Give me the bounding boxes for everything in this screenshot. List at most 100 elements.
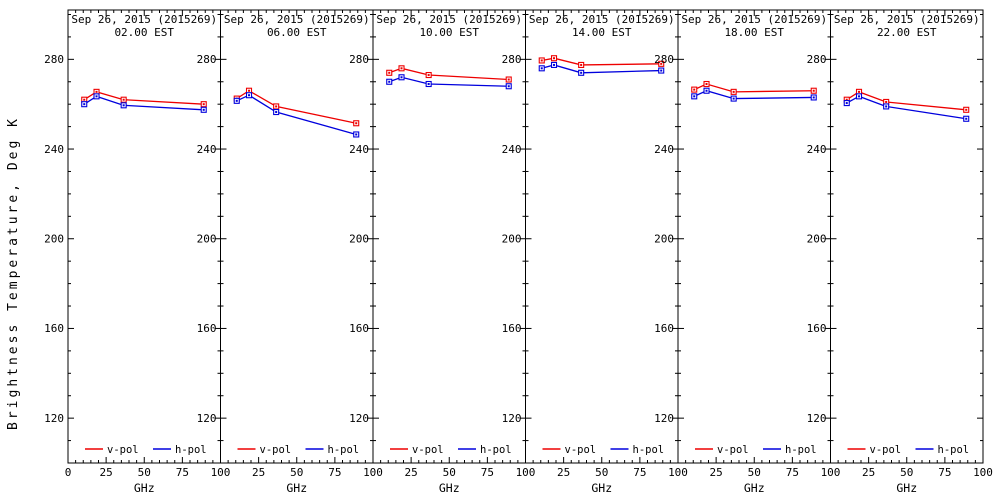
y-tick-label: 160 bbox=[807, 322, 827, 335]
v-pol-point-center-dot bbox=[427, 74, 430, 77]
x-tick-label: 100 bbox=[211, 466, 231, 479]
h-pol-point-center-dot bbox=[553, 63, 556, 66]
legend-hpol-label: h-pol bbox=[633, 444, 665, 456]
panel-title-time: 22.00 EST bbox=[877, 26, 937, 39]
h-pol-point-center-dot bbox=[388, 80, 391, 83]
v-pol-line bbox=[83, 91, 204, 105]
y-tick-label: 280 bbox=[197, 53, 217, 66]
v-pol-point-center-dot bbox=[812, 89, 815, 92]
h-pol-point-center-dot bbox=[732, 97, 735, 100]
v-pol-point-center-dot bbox=[693, 88, 696, 91]
panel-02-00-est: 120 160 200 240 280 0 25 50 75 100 GHz Sep 26, 2015… bbox=[44, 9, 231, 495]
x-axis-unit-label: GHz bbox=[591, 481, 612, 495]
panel-22-00-est: 120 160 200 240 280 25 50 75 100 GHz Sep 26, 2015 … bbox=[807, 9, 993, 495]
panel-title-date: Sep 26, 2015 (2015269) bbox=[529, 13, 675, 26]
y-tick-label: 200 bbox=[44, 233, 64, 246]
h-pol-point-center-dot bbox=[885, 105, 888, 108]
y-tick-label: 280 bbox=[654, 53, 674, 66]
v-pol-point-center-dot bbox=[355, 122, 358, 125]
x-axis-unit-label: GHz bbox=[286, 481, 307, 495]
panel-title-time: 18.00 EST bbox=[724, 26, 784, 39]
y-tick-label: 120 bbox=[197, 412, 217, 425]
v-pol-point-center-dot bbox=[580, 63, 583, 66]
h-pol-point-center-dot bbox=[693, 95, 696, 98]
x-tick-label: 50 bbox=[138, 466, 151, 479]
x-axis-unit-label: GHz bbox=[896, 481, 917, 495]
x-tick-label: 75 bbox=[481, 466, 494, 479]
x-tick-label: 75 bbox=[328, 466, 341, 479]
h-pol-point-center-dot bbox=[275, 111, 278, 114]
h-pol-point-center-dot bbox=[660, 69, 663, 72]
y-tick-label: 120 bbox=[807, 412, 827, 425]
y-tick-label: 200 bbox=[349, 233, 369, 246]
x-tick-label: 25 bbox=[100, 466, 113, 479]
v-pol-point-center-dot bbox=[400, 67, 403, 70]
y-tick-label: 280 bbox=[44, 53, 64, 66]
x-tick-label: 100 bbox=[973, 466, 993, 479]
v-pol-point-center-dot bbox=[388, 71, 391, 74]
y-tick-label: 160 bbox=[44, 322, 64, 335]
v-pol-line bbox=[541, 57, 662, 66]
y-tick-label: 240 bbox=[197, 143, 217, 156]
h-pol-point-center-dot bbox=[202, 108, 205, 111]
panel-title-date: Sep 26, 2015 (2015269) bbox=[376, 13, 522, 26]
v-pol-point-center-dot bbox=[122, 98, 125, 101]
h-pol-line bbox=[541, 64, 662, 74]
legend-hpol-label: h-pol bbox=[328, 444, 360, 456]
y-tick-label: 200 bbox=[502, 233, 522, 246]
h-pol-line bbox=[693, 90, 814, 100]
legend-vpol-label: v-pol bbox=[565, 444, 597, 456]
y-tick-label: 240 bbox=[654, 143, 674, 156]
v-pol-point-center-dot bbox=[275, 105, 278, 108]
x-tick-label: 100 bbox=[668, 466, 688, 479]
y-tick-label: 200 bbox=[807, 233, 827, 246]
panel-18-00-est: 120 160 200 240 280 25 50 75 100 GHz Sep 26, 2015 … bbox=[654, 9, 841, 495]
panel-10-00-est: 120 160 200 240 280 25 50 75 100 GHz Sep 26, 2015 … bbox=[349, 9, 535, 495]
panel-title-time: 10.00 EST bbox=[419, 26, 479, 39]
h-pol-point-center-dot bbox=[235, 99, 238, 102]
v-pol-line bbox=[846, 91, 967, 111]
h-pol-point-center-dot bbox=[580, 71, 583, 74]
x-tick-label: 25 bbox=[862, 466, 875, 479]
h-pol-line bbox=[83, 95, 204, 111]
v-pol-point-center-dot bbox=[705, 83, 708, 86]
v-pol-line bbox=[693, 83, 814, 93]
x-tick-label: 50 bbox=[595, 466, 608, 479]
h-pol-point-center-dot bbox=[427, 83, 430, 86]
legend-vpol-label: v-pol bbox=[717, 444, 749, 456]
v-pol-point-center-dot bbox=[95, 90, 98, 93]
h-pol-point-center-dot bbox=[812, 96, 815, 99]
h-pol-line bbox=[236, 94, 357, 136]
y-tick-label: 240 bbox=[349, 143, 369, 156]
h-pol-point-center-dot bbox=[965, 117, 968, 120]
x-tick-label: 75 bbox=[176, 466, 189, 479]
v-pol-line bbox=[389, 67, 509, 81]
y-axis-title: Brightness Temperature, Deg K bbox=[6, 116, 21, 430]
h-pol-point-center-dot bbox=[507, 85, 510, 88]
panel-title-time: 06.00 EST bbox=[267, 26, 327, 39]
y-tick-label: 160 bbox=[654, 322, 674, 335]
x-tick-label: 100 bbox=[821, 466, 841, 479]
v-pol-point-center-dot bbox=[858, 90, 861, 93]
y-tick-label: 280 bbox=[349, 53, 369, 66]
x-axis-unit-label: GHz bbox=[744, 481, 765, 495]
x-axis-unit-label: GHz bbox=[439, 481, 460, 495]
x-tick-label: 100 bbox=[363, 466, 383, 479]
y-tick-label: 120 bbox=[654, 412, 674, 425]
h-pol-point-center-dot bbox=[83, 103, 86, 106]
panel-14-00-est: 120 160 200 240 280 25 50 75 100 GHz Sep 26, 2015 … bbox=[502, 9, 688, 495]
legend-hpol-label: h-pol bbox=[938, 444, 970, 456]
x-tick-label: 75 bbox=[938, 466, 951, 479]
legend-hpol-label: h-pol bbox=[785, 444, 817, 456]
x-axis-unit-label: GHz bbox=[134, 481, 155, 495]
y-tick-label: 160 bbox=[197, 322, 217, 335]
v-pol-point-center-dot bbox=[885, 100, 888, 103]
v-pol-point-center-dot bbox=[845, 98, 848, 101]
v-pol-point-center-dot bbox=[540, 59, 543, 62]
legend-vpol-label: v-pol bbox=[870, 444, 902, 456]
y-tick-label: 240 bbox=[807, 143, 827, 156]
legend-hpol-label: h-pol bbox=[480, 444, 512, 456]
y-tick-label: 120 bbox=[349, 412, 369, 425]
v-pol-line bbox=[236, 89, 357, 124]
